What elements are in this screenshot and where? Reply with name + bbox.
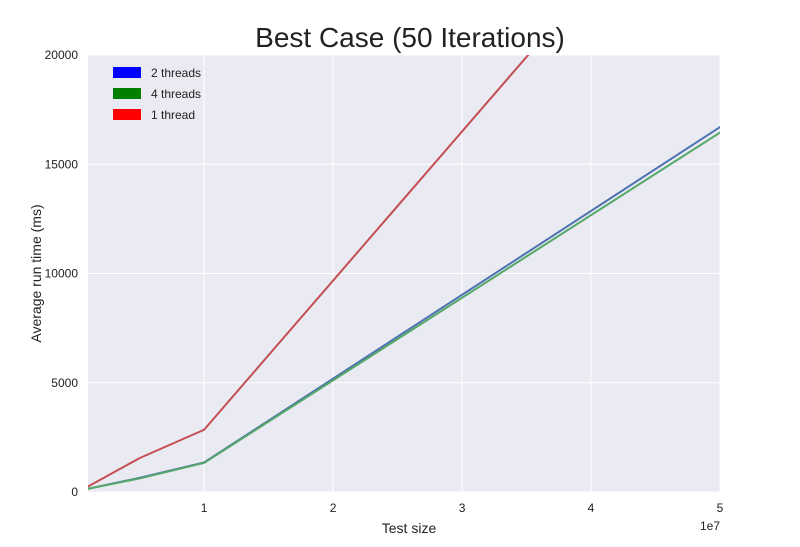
x-tick-label: 4: [588, 501, 595, 515]
legend-label: 1 thread: [151, 108, 195, 122]
x-axis-offset-text: 1e7: [700, 519, 720, 533]
y-tick-label: 10000: [45, 267, 79, 281]
x-tick-label: 5: [717, 501, 724, 515]
series-lines: [88, 55, 720, 490]
y-tick-label: 5000: [51, 376, 78, 390]
y-axis-label: Average run time (ms): [28, 204, 44, 342]
gridlines: [88, 54, 721, 493]
x-tick-label: 3: [459, 501, 466, 515]
x-axis-label: Test size: [382, 520, 437, 536]
x-tick-labels: 1 2 3 4 5: [201, 501, 724, 515]
x-tick-label: 1: [201, 501, 208, 515]
y-tick-labels: 0 5000 10000 15000 20000: [45, 48, 79, 499]
legend-label: 2 threads: [151, 66, 201, 80]
y-tick-label: 20000: [45, 48, 79, 62]
y-tick-label: 15000: [45, 157, 79, 171]
legend-label: 4 threads: [151, 87, 201, 101]
series-line-4-threads: [88, 131, 720, 490]
legend-swatch: [113, 88, 141, 99]
y-tick-label: 0: [71, 485, 78, 499]
legend-swatch: [113, 67, 141, 78]
legend-swatch: [113, 109, 141, 120]
chart-title: Best Case (50 Iterations): [255, 22, 565, 53]
series-line-1-thread: [88, 55, 530, 488]
legend: 2 threads 4 threads 1 thread: [113, 66, 201, 122]
x-tick-label: 2: [330, 501, 337, 515]
